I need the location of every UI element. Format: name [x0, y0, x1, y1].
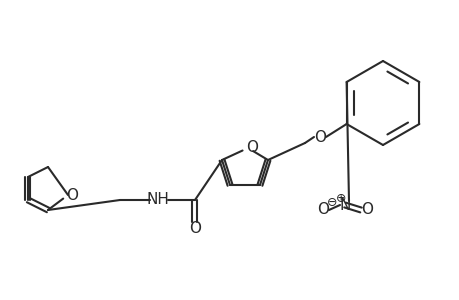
- Text: O: O: [189, 221, 201, 236]
- Text: ⊖: ⊖: [326, 196, 336, 209]
- Text: ⊕: ⊕: [335, 191, 346, 205]
- Text: O: O: [360, 202, 372, 217]
- Text: N: N: [339, 197, 350, 212]
- Text: O: O: [316, 202, 328, 217]
- Text: O: O: [66, 188, 78, 202]
- Text: O: O: [313, 130, 325, 145]
- Text: O: O: [246, 140, 257, 155]
- Text: NH: NH: [146, 193, 169, 208]
